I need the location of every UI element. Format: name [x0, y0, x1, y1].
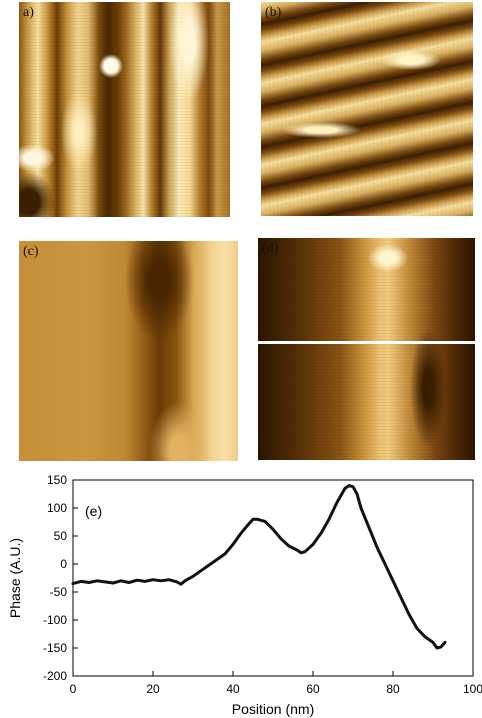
y-tick-label: 150	[47, 473, 67, 487]
y-axis-label: Phase (A.U.)	[7, 538, 23, 618]
x-tick-label: 100	[463, 682, 482, 696]
panel-label-e: (e)	[85, 503, 102, 519]
x-axis-ticks: 0 20 40 60 80 100	[70, 671, 482, 696]
y-tick-label: -150	[43, 641, 67, 655]
panel-label-b: (b)	[265, 5, 282, 20]
y-tick-label: -50	[50, 585, 68, 599]
y-tick-label: 0	[60, 557, 67, 571]
panel-label-d: (d)	[262, 241, 279, 256]
x-tick-label: 80	[386, 682, 400, 696]
series-line	[71, 484, 447, 650]
afm-image-c: (c)	[19, 241, 238, 461]
x-tick-label: 60	[306, 682, 320, 696]
plot-frame	[72, 479, 474, 677]
y-tick-label: 100	[47, 501, 67, 515]
x-tick-label: 20	[146, 682, 160, 696]
afm-image-b: (b)	[261, 2, 473, 216]
panel-label-c: (c)	[23, 244, 39, 259]
x-tick-label: 40	[226, 682, 240, 696]
x-axis-label: Position (nm)	[232, 701, 314, 717]
y-axis-ticks: 150 100 50 0 -50 -100 -150 -200	[43, 473, 78, 683]
phase-profile-chart: 150 100 50 0 -50 -100 -150 -200 0 20 40 60 80 100 (e…	[7, 473, 482, 717]
panel-label-a: a)	[23, 5, 34, 20]
x-tick-label: 0	[70, 682, 77, 696]
subpanel-divider	[258, 341, 475, 344]
y-tick-label: 50	[54, 529, 68, 543]
y-tick-label: -200	[43, 669, 67, 683]
afm-image-a: a)	[19, 2, 230, 217]
y-tick-label: -100	[43, 613, 67, 627]
afm-image-d: (d)	[258, 238, 475, 460]
